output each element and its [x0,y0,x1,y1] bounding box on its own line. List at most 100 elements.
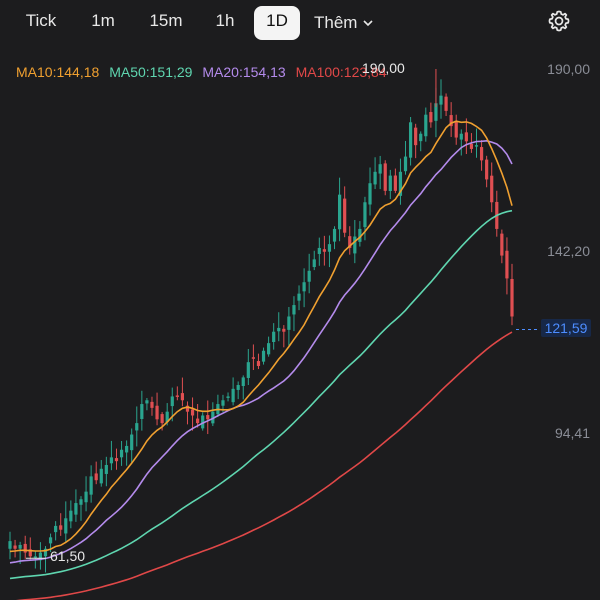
candle [419,133,423,142]
candle [267,343,271,355]
ma10-value: MA10:144,18 [16,64,100,80]
price-axis-low: 94,41 [554,425,590,441]
candle [226,396,230,398]
tab-15m[interactable]: 15m [149,11,183,30]
candle [89,476,93,495]
candle [327,244,332,252]
candle [358,228,362,242]
ma100-value: MA100:123,84 [295,64,387,80]
candle [449,115,453,127]
candle [8,541,12,549]
ma-legend: MA10:144,18 MA50:151,29 MA20:154,13 MA10… [16,64,393,80]
candle [292,305,296,315]
candle [130,434,134,451]
candle [261,350,266,362]
candle [175,395,179,397]
candle [439,95,443,105]
candle [246,362,250,378]
candle [43,548,48,557]
ma100-line [15,331,513,600]
tab-tick[interactable]: Tick [25,11,57,30]
candle [48,537,53,544]
candle [434,103,438,121]
high-price-marker: 190,00 [362,60,405,76]
candle [297,293,301,301]
candle [150,401,154,408]
candle [221,400,225,406]
candle [125,445,129,453]
candle [510,278,514,317]
candle [190,409,195,416]
candle [408,122,413,158]
candle [104,464,108,474]
tab-1m[interactable]: 1m [91,11,115,30]
candle [464,132,468,142]
candle [28,549,32,557]
candle [277,327,281,332]
candle [79,499,83,505]
more-timeframes-button[interactable]: Thêm [314,6,398,40]
candle [256,361,261,366]
candle [454,120,458,138]
ma20-line [9,139,513,564]
ma20-value: MA20:154,13 [202,64,286,80]
price-axis-mid: 142,20 [547,243,590,259]
candle [414,127,418,146]
candle [317,247,321,254]
candle [505,250,509,279]
candle [368,183,372,205]
tab-1h[interactable]: 1h [215,11,235,30]
candle [64,518,68,534]
candle [353,236,357,254]
candle [272,331,276,342]
candle [241,377,245,386]
candle [84,491,88,503]
candle [485,159,489,180]
candle [99,468,103,484]
candle [282,328,286,332]
candle [424,114,428,137]
low-price-marker: 61,50 [50,548,86,564]
candle [180,393,185,401]
candle [479,147,484,161]
candle [302,282,306,292]
candle [398,171,403,196]
candle [160,414,164,424]
candle [185,405,190,412]
candle [165,411,169,423]
candle [429,112,433,123]
ma10-line [9,120,513,553]
candle [140,404,144,419]
candle [332,228,337,242]
candle [23,543,27,553]
candle [383,163,387,191]
candle [444,96,448,111]
candle [206,415,210,420]
gear-icon[interactable] [546,8,572,34]
candle [145,400,149,404]
candle [388,175,392,192]
candle [403,156,408,172]
candle [459,133,463,140]
candle [474,145,479,147]
candle [393,175,397,191]
candle [500,233,504,256]
tab-1d[interactable]: 1D [254,6,300,40]
candle [469,143,474,149]
candle [307,270,311,282]
candle [337,194,342,230]
candle [13,545,17,549]
candle [312,259,316,268]
current-price-label: 121,59 [541,319,591,337]
candle [343,198,347,233]
ma50-line [9,209,513,580]
candle [251,357,255,359]
candle [348,236,352,248]
candle [33,556,37,558]
timeframe-bar: Tick 1m 15m 1h 1D Thêm [0,0,600,42]
chevron-down-icon [363,20,374,27]
candle [114,458,119,462]
price-axis-top: 190,00 [547,61,590,77]
candle [490,175,494,203]
